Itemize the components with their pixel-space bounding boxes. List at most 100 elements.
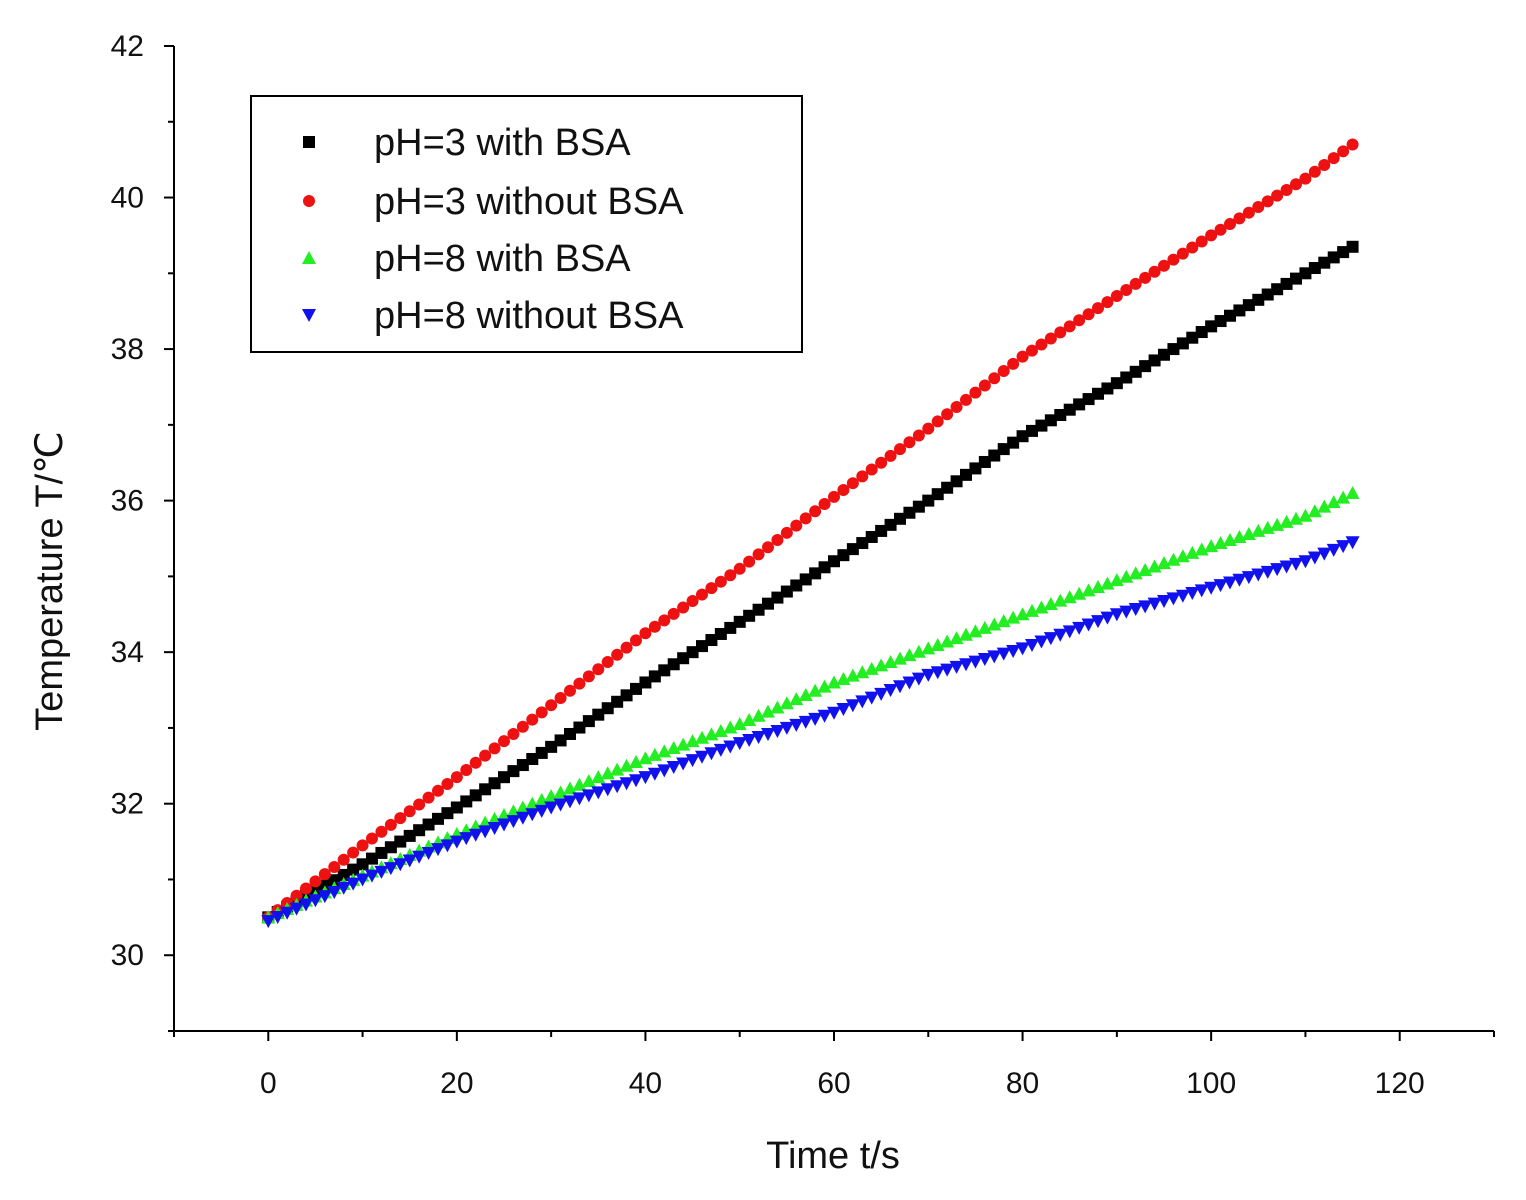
point-ph3-without-bsa — [696, 588, 708, 601]
point-ph3-with-bsa — [554, 734, 567, 747]
point-ph3-without-bsa — [1299, 172, 1312, 185]
series-ph8-with-bsa — [261, 486, 1360, 924]
point-ph8-with-bsa — [1015, 607, 1030, 621]
point-ph3-with-bsa — [677, 652, 690, 665]
point-ph8-with-bsa — [1081, 583, 1096, 597]
point-ph3-with-bsa — [1110, 377, 1123, 390]
point-ph8-without-bsa — [581, 789, 596, 803]
point-ph8-without-bsa — [789, 718, 804, 732]
point-ph3-without-bsa — [1167, 253, 1180, 266]
point-ph8-without-bsa — [883, 684, 898, 698]
point-ph3-with-bsa — [1214, 315, 1227, 328]
point-ph8-without-bsa — [544, 801, 559, 815]
point-ph8-without-bsa — [270, 910, 285, 924]
point-ph3-without-bsa — [630, 634, 642, 647]
point-ph3-without-bsa — [809, 505, 822, 518]
x-tick-label: 40 — [629, 1067, 662, 1100]
point-ph8-with-bsa — [1166, 552, 1181, 566]
point-ph3-without-bsa — [714, 575, 727, 588]
point-ph3-with-bsa — [460, 795, 473, 808]
point-ph3-with-bsa — [846, 543, 859, 556]
point-ph8-without-bsa — [1062, 625, 1077, 639]
point-ph8-without-bsa — [1157, 595, 1171, 609]
point-ph8-with-bsa — [864, 661, 879, 675]
point-ph3-without-bsa — [450, 771, 463, 784]
point-ph3-without-bsa — [403, 805, 416, 818]
point-ph8-with-bsa — [902, 648, 917, 662]
point-ph3-without-bsa — [479, 749, 492, 762]
point-ph3-without-bsa — [960, 393, 972, 406]
y-tick-label: 42 — [111, 30, 144, 63]
point-ph8-with-bsa — [817, 679, 832, 693]
point-ph3-with-bsa — [865, 530, 878, 543]
point-ph3-with-bsa — [960, 468, 972, 481]
point-ph3-with-bsa — [469, 789, 482, 802]
point-ph3-with-bsa — [328, 874, 341, 887]
point-ph3-without-bsa — [931, 415, 944, 428]
point-ph8-without-bsa — [1213, 579, 1228, 593]
point-ph8-with-bsa — [572, 777, 587, 791]
x-tick-label: 60 — [817, 1067, 850, 1100]
point-ph3-with-bsa — [724, 621, 737, 634]
point-ph3-without-bsa — [1035, 338, 1048, 351]
y-tick-label: 36 — [111, 485, 144, 518]
point-ph3-without-bsa — [469, 756, 482, 769]
point-ph8-with-bsa — [949, 631, 964, 645]
point-ph3-with-bsa — [1129, 365, 1142, 378]
point-ph8-without-bsa — [478, 825, 493, 839]
legend-label-ph8-without-bsa: pH=8 without BSA — [374, 295, 684, 337]
point-ph8-with-bsa — [761, 704, 775, 718]
point-ph8-with-bsa — [666, 741, 681, 755]
point-ph8-without-bsa — [921, 668, 936, 682]
point-ph8-without-bsa — [732, 737, 747, 751]
point-ph3-with-bsa — [884, 518, 897, 531]
point-ph8-with-bsa — [610, 762, 625, 776]
point-ph8-with-bsa — [977, 620, 992, 634]
point-ph8-without-bsa — [308, 894, 323, 908]
point-ph3-with-bsa — [875, 524, 888, 537]
point-ph8-without-bsa — [742, 734, 757, 748]
point-ph8-without-bsa — [704, 747, 719, 761]
legend-marker-ph8-without-bsa — [302, 309, 316, 322]
point-ph3-with-bsa — [733, 615, 746, 628]
point-ph8-without-bsa — [1326, 543, 1341, 557]
point-ph3-without-bsa — [347, 846, 360, 859]
data-points — [261, 138, 1360, 929]
point-ph3-without-bsa — [724, 569, 737, 582]
point-ph3-without-bsa — [620, 641, 633, 654]
point-ph3-with-bsa — [394, 835, 407, 848]
point-ph3-without-bsa — [856, 470, 869, 483]
point-ph3-with-bsa — [1176, 337, 1189, 350]
point-ph3-with-bsa — [1308, 262, 1321, 275]
point-ph3-without-bsa — [1082, 308, 1095, 321]
point-ph3-with-bsa — [1318, 256, 1331, 269]
point-ph8-with-bsa — [1157, 556, 1171, 570]
point-ph3-with-bsa — [1242, 299, 1255, 312]
point-ph8-without-bsa — [1194, 584, 1209, 598]
point-ph8-with-bsa — [1091, 579, 1105, 593]
point-ph3-without-bsa — [1129, 277, 1142, 290]
point-ph8-without-bsa — [864, 691, 879, 705]
point-ph3-without-bsa — [1308, 165, 1321, 178]
x-tick-label: 20 — [440, 1067, 473, 1100]
point-ph8-without-bsa — [1307, 551, 1322, 565]
point-ph3-without-bsa — [997, 365, 1010, 378]
point-ph3-without-bsa — [1346, 138, 1359, 151]
point-ph8-without-bsa — [563, 795, 577, 809]
point-ph8-without-bsa — [1147, 597, 1162, 611]
point-ph8-without-bsa — [1109, 608, 1124, 622]
point-ph3-with-bsa — [818, 561, 831, 574]
point-ph8-with-bsa — [657, 744, 672, 758]
point-ph8-with-bsa — [732, 717, 747, 731]
point-ph3-without-bsa — [1044, 332, 1057, 345]
point-ph3-with-bsa — [1139, 360, 1152, 373]
y-tick-label: 38 — [111, 333, 144, 366]
point-ph3-with-bsa — [714, 627, 727, 640]
point-ph8-without-bsa — [1185, 587, 1200, 601]
point-ph8-without-bsa — [855, 695, 870, 709]
point-ph3-with-bsa — [799, 573, 812, 586]
point-ph3-without-bsa — [846, 477, 859, 490]
point-ph3-with-bsa — [762, 597, 774, 610]
point-ph3-with-bsa — [1233, 304, 1246, 317]
